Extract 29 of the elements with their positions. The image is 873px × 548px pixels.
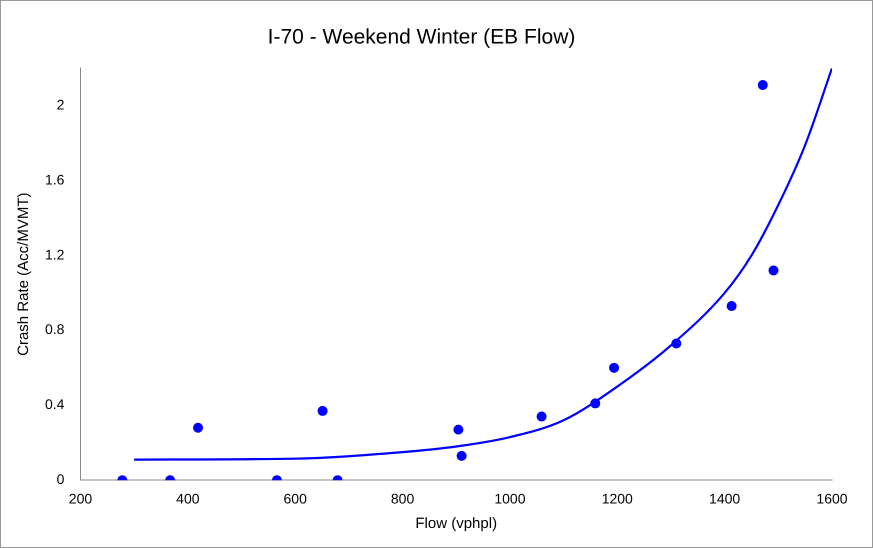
point <box>193 422 204 433</box>
x-tick-label: 600 <box>284 490 308 506</box>
x-tick-label: 1000 <box>494 490 526 506</box>
x-tick-label: 1400 <box>709 490 740 506</box>
point <box>671 338 682 348</box>
point <box>590 398 600 408</box>
y-tick-label: 2 <box>56 96 65 113</box>
point <box>609 362 620 373</box>
y-tick-label: 1.6 <box>44 171 65 188</box>
line-series <box>133 68 832 461</box>
y-tick-label: 0.4 <box>44 396 65 412</box>
x-tick-label: 400 <box>176 490 200 506</box>
point <box>456 450 467 461</box>
point <box>758 80 768 90</box>
point <box>536 412 547 422</box>
x-tick-label: 1200 <box>602 490 634 506</box>
x-tick-label: 200 <box>68 490 92 506</box>
chart-title: I-70 - Weekend Winter (EB Flow) <box>268 25 576 48</box>
y-axis-title: Crash Rate (Acc/MVMT) <box>15 192 32 356</box>
x-axis-title: Flow (vphpl) <box>415 515 498 532</box>
x-tick-label: 800 <box>390 490 414 506</box>
y-tick-label: 1.2 <box>44 246 65 262</box>
x-tick-label: 1600 <box>816 490 848 506</box>
y-tick-label: 0.8 <box>44 321 65 338</box>
point <box>453 424 464 435</box>
point <box>318 406 328 416</box>
point <box>768 265 778 276</box>
y-tick-label: 0 <box>56 471 65 488</box>
point <box>726 301 737 312</box>
